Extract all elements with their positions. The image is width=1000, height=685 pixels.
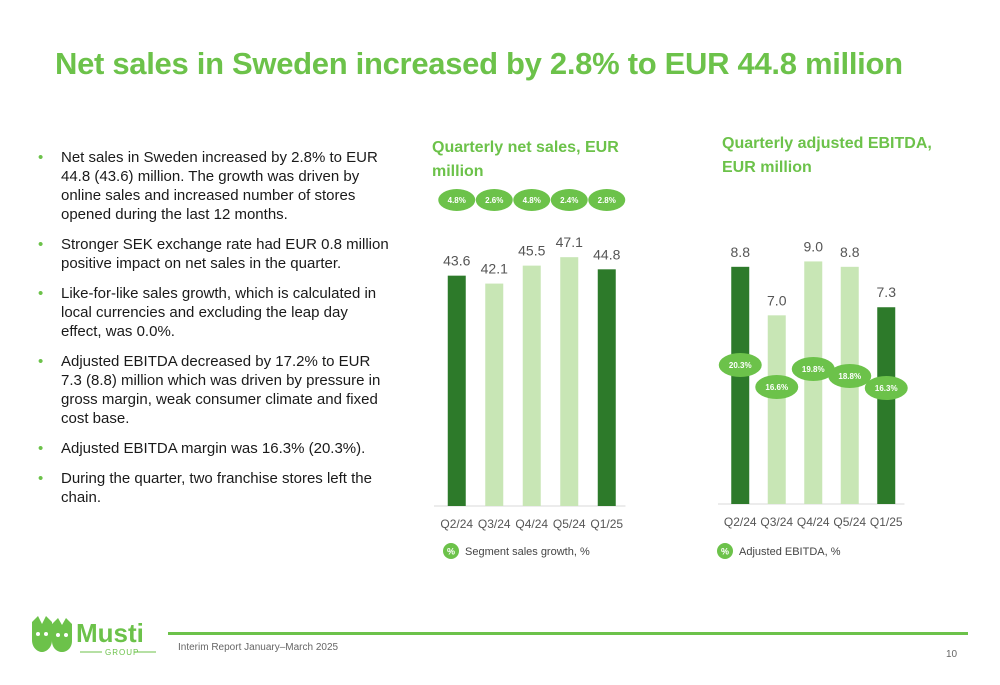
x-tick-label: Q5/24 bbox=[833, 515, 866, 529]
bullet-item: Like-for-like sales growth, which is cal… bbox=[38, 284, 390, 341]
musti-group-logo: Musti GROUP bbox=[28, 614, 163, 665]
growth-badge-label: 18.8% bbox=[838, 372, 861, 381]
legend-symbol-text: % bbox=[447, 547, 455, 557]
growth-badge-label: 16.6% bbox=[765, 383, 788, 392]
data-label: 47.1 bbox=[556, 234, 583, 250]
growth-badge bbox=[588, 189, 626, 211]
footer-divider bbox=[168, 632, 968, 635]
bar bbox=[447, 275, 466, 506]
growth-badge-label: 2.4% bbox=[560, 196, 578, 205]
growth-badge bbox=[550, 189, 588, 211]
data-label: 7.0 bbox=[767, 292, 787, 308]
x-tick-label: Q3/24 bbox=[478, 517, 511, 531]
x-tick-label: Q5/24 bbox=[553, 517, 586, 531]
data-label: 43.6 bbox=[443, 253, 470, 269]
data-label: 42.1 bbox=[481, 261, 508, 277]
bullet-item: Stronger SEK exchange rate had EUR 0.8 m… bbox=[38, 235, 390, 273]
growth-badge bbox=[864, 376, 908, 400]
bar bbox=[731, 266, 750, 504]
x-tick-label: Q2/24 bbox=[724, 515, 757, 529]
data-label: 8.8 bbox=[731, 244, 751, 260]
growth-badge bbox=[718, 353, 762, 377]
legend-badge-symbol bbox=[443, 543, 459, 559]
legend-badge-symbol bbox=[717, 543, 733, 559]
ebitda-chart-title: Quarterly adjusted EBITDA, EUR million bbox=[722, 135, 932, 176]
growth-badge bbox=[438, 189, 476, 211]
page-number: 10 bbox=[946, 649, 958, 660]
growth-badge-label: 2.8% bbox=[598, 196, 616, 205]
growth-badge-label: 4.8% bbox=[523, 196, 541, 205]
growth-badge bbox=[755, 375, 799, 399]
growth-badge-label: 4.8% bbox=[448, 196, 466, 205]
page-title: Net sales in Sweden increased by 2.8% to… bbox=[55, 46, 903, 81]
legend-label: Segment sales growth, % bbox=[465, 546, 590, 558]
logo-subtitle: GROUP bbox=[105, 648, 139, 657]
bullet-item: Adjusted EBITDA margin was 16.3% (20.3%)… bbox=[38, 439, 390, 458]
x-tick-label: Q4/24 bbox=[515, 517, 548, 531]
bullet-list: Net sales in Sweden increased by 2.8% to… bbox=[38, 148, 390, 518]
bar bbox=[804, 261, 823, 504]
growth-badge bbox=[791, 357, 835, 381]
bar bbox=[485, 283, 504, 506]
growth-badge-label: 2.6% bbox=[485, 196, 503, 205]
x-tick-label: Q1/25 bbox=[590, 517, 623, 531]
bullet-item: Adjusted EBITDA decreased by 17.2% to EU… bbox=[38, 352, 390, 428]
footer-report-name: Interim Report January–March 2025 bbox=[178, 642, 339, 653]
net-sales-chart-title: Quarterly net sales, EUR million bbox=[432, 139, 619, 180]
logo-wordmark: Musti bbox=[76, 618, 144, 648]
bar bbox=[767, 315, 786, 504]
x-tick-label: Q3/24 bbox=[760, 515, 793, 529]
bullet-item: During the quarter, two franchise stores… bbox=[38, 469, 390, 507]
growth-badge-label: 19.8% bbox=[802, 365, 825, 374]
data-label: 45.5 bbox=[518, 243, 545, 259]
growth-badge bbox=[513, 189, 551, 211]
legend-label: Adjusted EBITDA, % bbox=[739, 546, 841, 558]
growth-badge bbox=[475, 189, 513, 211]
x-tick-label: Q1/25 bbox=[870, 515, 903, 529]
growth-badge bbox=[828, 364, 872, 388]
bar bbox=[877, 307, 896, 504]
growth-badge-label: 16.3% bbox=[875, 384, 898, 393]
data-label: 9.0 bbox=[804, 238, 824, 254]
bullet-item: Net sales in Sweden increased by 2.8% to… bbox=[38, 148, 390, 224]
x-tick-label: Q2/24 bbox=[440, 517, 473, 531]
bar bbox=[522, 265, 541, 506]
bar bbox=[597, 269, 616, 506]
data-label: 7.3 bbox=[877, 284, 897, 300]
bar bbox=[560, 257, 579, 506]
data-label: 8.8 bbox=[840, 244, 860, 260]
data-label: 44.8 bbox=[593, 246, 620, 262]
x-tick-label: Q4/24 bbox=[797, 515, 830, 529]
legend-symbol-text: % bbox=[721, 547, 729, 557]
growth-badge-label: 20.3% bbox=[729, 361, 752, 370]
